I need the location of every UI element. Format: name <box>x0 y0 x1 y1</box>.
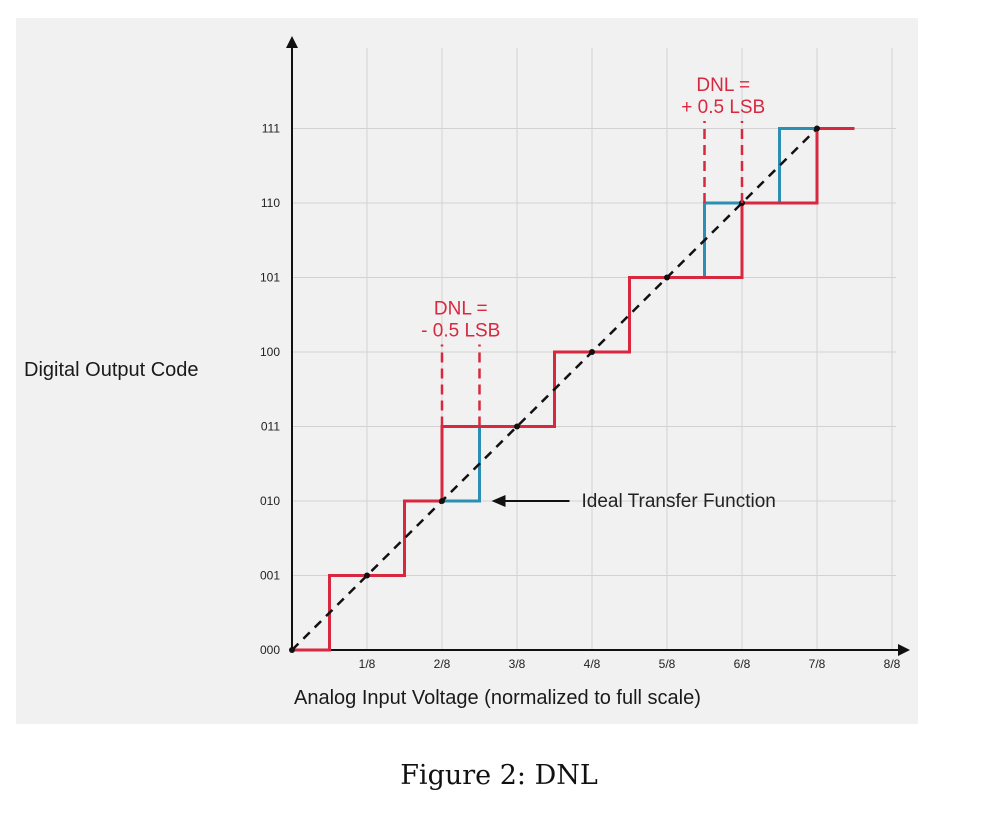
x-tick-label: 4/8 <box>584 657 601 671</box>
dnl-positive-label-line1: DNL = <box>696 75 750 96</box>
axes <box>286 36 910 656</box>
x-axis-arrowhead <box>898 644 910 656</box>
dnl-chart: 1/8 2/8 3/8 4/8 5/8 6/8 7/8 8/8 000 001 010 011 100 1… <box>24 36 910 709</box>
x-axis-title: Analog Input Voltage (normalized to full… <box>294 687 701 709</box>
diagonal-point <box>514 423 520 430</box>
ideal-step-line <box>292 127 855 652</box>
diagonal-reference-line <box>291 127 818 651</box>
y-tick-label: 100 <box>260 345 280 359</box>
actual-step-line <box>292 127 855 652</box>
y-tick-label: 001 <box>260 569 280 583</box>
diagonal-point <box>364 572 370 579</box>
y-tick-label: 011 <box>261 420 280 434</box>
diagonal-point <box>589 349 595 355</box>
tick-labels: 1/8 2/8 3/8 4/8 5/8 6/8 7/8 8/8 000 001 010 011 100 1… <box>260 122 901 672</box>
y-tick-label: 000 <box>260 643 280 657</box>
y-tick-label: 101 <box>260 271 280 285</box>
ideal-arrowhead <box>491 495 506 507</box>
y-axis-arrowhead <box>286 36 298 48</box>
y-tick-label: 110 <box>261 196 280 210</box>
dnl-negative-label-line2: - 0.5 LSB <box>421 321 500 342</box>
x-tick-label: 5/8 <box>659 657 676 671</box>
series <box>289 125 855 653</box>
diagonal-point <box>289 647 295 653</box>
chart-panel: 1/8 2/8 3/8 4/8 5/8 6/8 7/8 8/8 000 001 010 011 100 1… <box>16 18 918 724</box>
diagonal-point <box>664 274 670 281</box>
x-tick-label: 2/8 <box>434 657 451 671</box>
x-tick-label: 8/8 <box>884 657 901 671</box>
dnl-positive-label-line2: + 0.5 LSB <box>681 97 765 118</box>
x-tick-label: 3/8 <box>509 657 526 671</box>
y-tick-label: 010 <box>260 494 280 508</box>
figure-caption: Figure 2: DNL <box>400 760 598 791</box>
x-tick-label: 7/8 <box>809 657 826 671</box>
y-axis-title: Digital Output Code <box>24 359 199 381</box>
diagonal-point <box>814 125 820 132</box>
dnl-negative-label-line1: DNL = <box>434 299 488 320</box>
x-tick-label: 6/8 <box>734 657 751 671</box>
ideal-transfer-label: Ideal Transfer Function <box>582 491 776 512</box>
diagonal-point <box>439 498 445 504</box>
x-tick-label: 1/8 <box>359 657 376 671</box>
y-tick-label: 111 <box>262 122 281 136</box>
